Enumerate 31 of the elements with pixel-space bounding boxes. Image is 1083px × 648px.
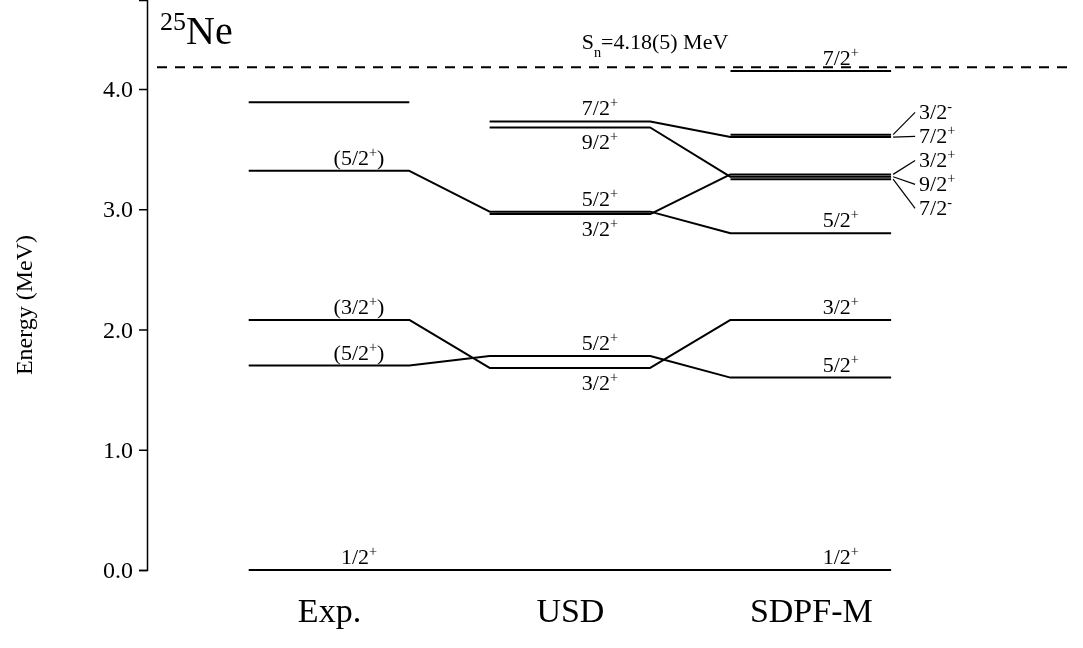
data-label: 5/2$^{+}$ xyxy=(822,350,859,377)
y-tick-label: 4.0 xyxy=(103,76,133,103)
x-tick-label: Exp. xyxy=(297,592,362,630)
y-tick-label: 3.0 xyxy=(103,196,133,223)
data-label: 7/2$^{+}$ xyxy=(581,94,618,121)
y-axis-title: Energy (MeV) xyxy=(11,234,37,376)
chart-title: $^{25}$Ne xyxy=(160,6,233,53)
data-label: 3/2$^{+}$ xyxy=(581,368,618,395)
data-label: 3/2$^{+}$ xyxy=(919,146,956,173)
data-label: 1/2$^{+}$ xyxy=(822,543,859,569)
data-label: (5/2$^{+}$) xyxy=(333,338,385,365)
data-label: 7/2$^{-}$ xyxy=(919,194,953,221)
y-tick-label: 2.0 xyxy=(103,316,133,343)
ref-line-label: S$_{n}$=4.18(5) MeV xyxy=(581,29,729,61)
data-label: 5/2$^{+}$ xyxy=(581,328,618,355)
data-label: 7/2$^{+}$ xyxy=(919,122,956,149)
data-label: 9/2$^{+}$ xyxy=(581,128,618,155)
data-label: 1/2$^{+}$ xyxy=(340,543,378,569)
data-label: 5/2$^{+}$ xyxy=(822,206,859,233)
y-tick-label: 1.0 xyxy=(103,436,133,463)
data-label: 9/2$^{+}$ xyxy=(919,170,956,197)
data-label: (5/2$^{+}$) xyxy=(333,143,385,170)
x-tick-label: USD xyxy=(536,592,605,630)
x-tick-label: SDPF-M xyxy=(749,592,873,630)
data-label: 3/2$^{+}$ xyxy=(822,292,859,319)
data-label: 3/2$^{+}$ xyxy=(581,215,618,242)
data-label: 3/2$^{-}$ xyxy=(919,98,953,125)
data-label: 7/2$^{+}$ xyxy=(822,43,859,70)
data-label: 5/2$^{+}$ xyxy=(581,184,618,211)
y-tick-label: 0.0 xyxy=(103,557,133,584)
data-label: (3/2$^{+}$) xyxy=(333,292,385,319)
